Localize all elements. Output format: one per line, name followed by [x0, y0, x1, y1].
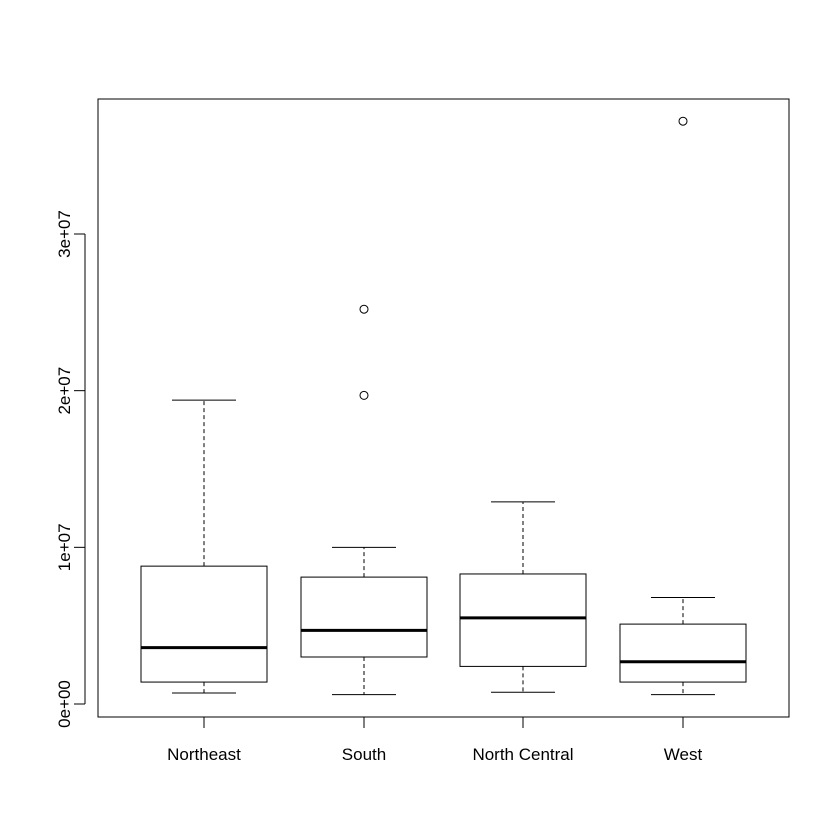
y-tick-label: 0e+00 [55, 680, 74, 728]
x-tick-label: South [342, 745, 386, 764]
box-north-central [459, 501, 587, 693]
box-south [300, 304, 428, 696]
box-northeast [140, 399, 268, 694]
y-tick-label: 3e+07 [55, 210, 74, 258]
x-tick-label: Northeast [167, 745, 241, 764]
iqr-box [140, 565, 268, 683]
boxes [140, 116, 747, 696]
outlier-point [359, 304, 369, 314]
box-west [619, 116, 747, 696]
iqr-box [459, 573, 587, 667]
y-tick-label: 1e+07 [55, 523, 74, 571]
outlier-point [359, 390, 369, 400]
iqr-box [300, 576, 428, 658]
x-tick-label: West [664, 745, 703, 764]
y-tick-label: 2e+07 [55, 367, 74, 415]
x-tick-label: North Central [472, 745, 573, 764]
iqr-box [619, 623, 747, 683]
outlier-point [678, 116, 688, 126]
plot-frame [97, 98, 790, 718]
